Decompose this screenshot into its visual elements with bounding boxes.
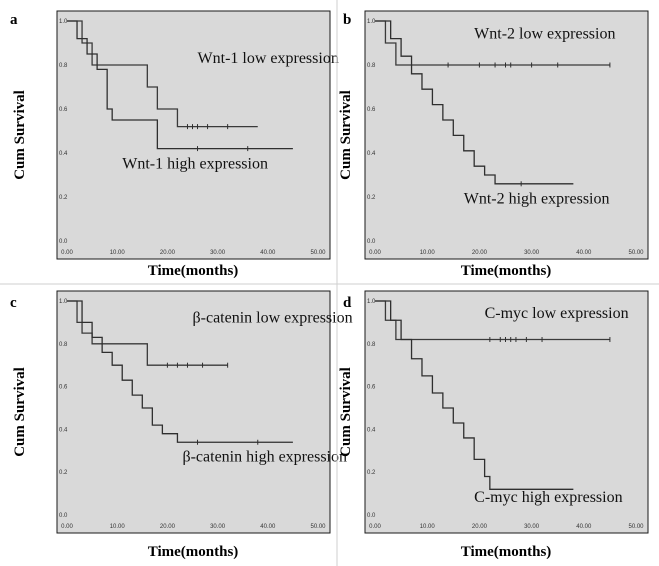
- x-axis-label: Time(months): [461, 544, 552, 560]
- panel-c: 0.0 0.2 0.4 0.6 0.8 1.0 0.00 10.00 20.00 30.00 40.…: [10, 290, 353, 560]
- y-tick-label: 0.8: [367, 63, 376, 69]
- annotation-2: β-catenin high expression: [182, 449, 347, 466]
- y-tick-label: 1.0: [367, 19, 376, 25]
- y-tick-label: 0.6: [367, 107, 376, 113]
- x-tick-label: 40.00: [576, 524, 592, 530]
- panel-letter: d: [343, 295, 352, 311]
- series-line-2: [375, 20, 574, 185]
- y-tick-label: 0.4: [59, 151, 68, 157]
- x-tick-label: 10.00: [110, 250, 126, 256]
- y-tick-label: 0.4: [367, 151, 376, 157]
- annotation-2: Wnt-2 high expression: [464, 191, 610, 208]
- y-tick-label: 0.2: [59, 195, 68, 201]
- annotation-1: β-catenin low expression: [193, 309, 353, 326]
- y-axis-label: Cum Survival: [12, 367, 28, 457]
- x-tick-label: 10.00: [420, 250, 436, 256]
- x-tick-label: 10.00: [420, 524, 436, 530]
- panel-letter: a: [10, 12, 18, 28]
- panel-b: 0.0 0.2 0.4 0.6 0.8 1.0 0.00 10.00 20.00 30.00 40.…: [338, 10, 649, 279]
- x-tick-label: 20.00: [472, 524, 488, 530]
- y-axis-label: Cum Survival: [12, 90, 28, 180]
- series-line-2: [67, 300, 293, 443]
- y-tick-label: 1.0: [367, 299, 376, 305]
- y-tick-label: 0.0: [59, 239, 68, 245]
- y-tick-label: 0.8: [59, 342, 68, 348]
- plot-area: [56, 290, 331, 534]
- y-tick-label: 0.8: [59, 63, 68, 69]
- y-tick-label: 1.0: [59, 299, 68, 305]
- x-axis-label: Time(months): [148, 544, 239, 560]
- x-tick-label: 10.00: [110, 524, 126, 530]
- x-tick-label: 40.00: [260, 250, 276, 256]
- annotation-2: C-myc high expression: [474, 489, 622, 506]
- panel-d: 0.0 0.2 0.4 0.6 0.8 1.0 0.00 10.00 20.00 30.00 40.…: [338, 290, 649, 560]
- x-tick-label: 20.00: [160, 524, 176, 530]
- x-tick-label: 20.00: [160, 250, 176, 256]
- x-tick-label: 40.00: [576, 250, 592, 256]
- series-line-1: [67, 20, 258, 128]
- y-axis-label: Cum Survival: [338, 90, 354, 180]
- x-axis-label: Time(months): [148, 263, 239, 279]
- y-tick-label: 0.2: [59, 470, 68, 476]
- y-tick-label: 0.2: [367, 195, 376, 201]
- x-tick-label: 0.00: [369, 524, 381, 530]
- y-tick-label: 0.0: [367, 513, 376, 519]
- panel-letter: b: [343, 12, 351, 28]
- y-tick-label: 0.6: [367, 385, 376, 391]
- x-tick-label: 30.00: [210, 250, 226, 256]
- series-line-2: [375, 300, 574, 490]
- panel-letter: c: [10, 295, 17, 311]
- panel-a: 0.0 0.2 0.4 0.6 0.8 1.0 0.00 10.00 20.00 30.00 40.…: [10, 10, 339, 279]
- annotation-2: Wnt-1 high expression: [122, 155, 268, 172]
- plot-area: [56, 10, 331, 260]
- y-axis-label: Cum Survival: [338, 367, 354, 457]
- y-tick-label: 0.8: [367, 342, 376, 348]
- annotation-1: Wnt-1 low expression: [198, 50, 339, 67]
- x-tick-label: 40.00: [260, 524, 276, 530]
- y-tick-label: 1.0: [59, 19, 68, 25]
- y-tick-label: 0.6: [59, 385, 68, 391]
- x-tick-label: 50.00: [310, 524, 326, 530]
- x-tick-label: 20.00: [472, 250, 488, 256]
- y-tick-label: 0.0: [367, 239, 376, 245]
- y-tick-label: 0.4: [367, 427, 376, 433]
- plot-area: [364, 10, 649, 260]
- annotation-1: C-myc low expression: [485, 305, 629, 322]
- annotation-1: Wnt-2 low expression: [474, 26, 615, 43]
- x-tick-label: 30.00: [210, 524, 226, 530]
- x-tick-label: 50.00: [628, 250, 644, 256]
- x-tick-label: 30.00: [524, 250, 540, 256]
- y-tick-label: 0.2: [367, 470, 376, 476]
- series-line-2: [67, 20, 293, 150]
- plot-area: [364, 290, 649, 534]
- x-tick-label: 0.00: [369, 250, 381, 256]
- x-tick-label: 50.00: [310, 250, 326, 256]
- y-tick-label: 0.0: [59, 513, 68, 519]
- x-tick-label: 0.00: [61, 250, 73, 256]
- x-tick-label: 0.00: [61, 524, 73, 530]
- y-tick-label: 0.6: [59, 107, 68, 113]
- x-tick-label: 30.00: [524, 524, 540, 530]
- y-tick-label: 0.4: [59, 427, 68, 433]
- x-tick-label: 50.00: [628, 524, 644, 530]
- x-axis-label: Time(months): [461, 263, 552, 279]
